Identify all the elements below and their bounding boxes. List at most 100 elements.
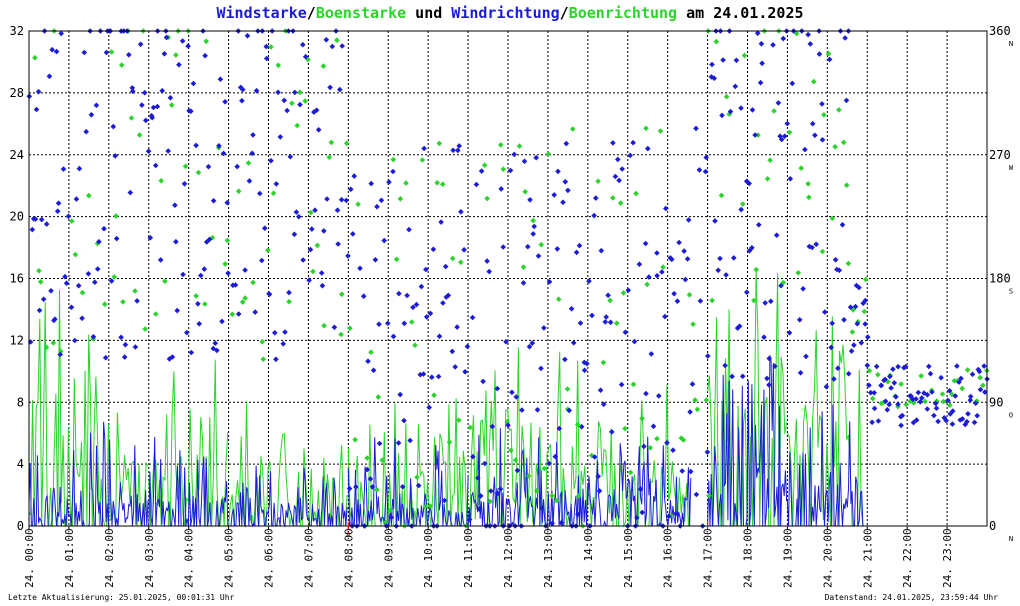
direction-point-windrichtung	[943, 417, 949, 424]
direction-point-boenrichtung	[922, 398, 928, 405]
direction-point-windrichtung	[55, 200, 62, 206]
direction-point-boenrichtung	[786, 129, 793, 136]
direction-point-windrichtung	[407, 437, 413, 444]
direction-point-windrichtung	[72, 337, 78, 344]
direction-point-windrichtung	[143, 117, 149, 124]
y-left-tick-label: 28	[10, 86, 24, 100]
direction-point-windrichtung	[723, 272, 729, 278]
direction-point-boenrichtung	[647, 445, 654, 451]
direction-point-windrichtung	[780, 35, 787, 42]
direction-point-windrichtung	[974, 412, 980, 419]
direction-point-windrichtung	[397, 391, 403, 398]
direction-point-boenrichtung	[458, 259, 464, 266]
direction-point-windrichtung	[300, 41, 306, 48]
direction-point-windrichtung	[442, 263, 449, 270]
direction-point-windrichtung	[152, 162, 159, 169]
direction-point-boenrichtung	[173, 52, 179, 58]
direction-point-boenrichtung	[829, 215, 836, 222]
direction-point-windrichtung	[312, 207, 318, 213]
direction-point-windrichtung	[773, 232, 780, 238]
direction-point-boenrichtung	[898, 381, 904, 387]
direction-point-windrichtung	[406, 226, 412, 233]
direction-point-windrichtung	[307, 246, 314, 253]
direction-point-windrichtung	[202, 52, 208, 59]
direction-point-boenrichtung	[36, 268, 42, 274]
direction-point-windrichtung	[216, 143, 222, 149]
direction-point-windrichtung	[663, 205, 669, 212]
direction-point-windrichtung	[273, 356, 279, 363]
direction-point-boenrichtung	[79, 289, 86, 296]
y-left-tick-label: 0	[17, 519, 24, 533]
direction-point-windrichtung	[350, 231, 356, 237]
direction-point-boenrichtung	[703, 397, 710, 403]
direction-point-boenrichtung	[793, 30, 800, 37]
direction-point-boenrichtung	[364, 455, 370, 461]
direction-point-windrichtung	[58, 30, 64, 37]
direction-point-windrichtung	[121, 354, 128, 360]
direction-point-windrichtung	[915, 389, 922, 396]
x-tick-label: 24. 20:00	[821, 528, 834, 588]
direction-point-windrichtung	[334, 207, 341, 213]
direction-point-boenrichtung	[657, 128, 664, 134]
direction-point-windrichtung	[145, 148, 152, 155]
direction-point-boenrichtung	[397, 196, 404, 202]
direction-point-windrichtung	[161, 51, 168, 57]
direction-point-windrichtung	[395, 440, 402, 446]
direction-point-boenrichtung	[412, 342, 418, 348]
direction-point-boenrichtung	[275, 62, 282, 69]
direction-point-windrichtung	[862, 321, 868, 327]
direction-point-boenrichtung	[390, 156, 397, 163]
direction-point-boenrichtung	[512, 457, 519, 463]
direction-point-boenrichtung	[250, 279, 256, 286]
direction-point-boenrichtung	[516, 143, 523, 149]
direction-point-boenrichtung	[414, 474, 420, 480]
direction-point-boenrichtung	[347, 325, 353, 332]
direction-point-windrichtung	[591, 454, 598, 460]
direction-point-windrichtung	[616, 177, 622, 184]
direction-point-boenrichtung	[767, 157, 773, 163]
direction-point-windrichtung	[541, 325, 547, 331]
direction-point-windrichtung	[899, 412, 906, 419]
direction-point-windrichtung	[259, 257, 265, 264]
direction-point-windrichtung	[609, 429, 615, 435]
direction-point-windrichtung	[648, 351, 655, 357]
direction-point-windrichtung	[959, 416, 966, 422]
direction-point-windrichtung	[578, 423, 585, 430]
direction-point-windrichtung	[645, 145, 651, 152]
direction-point-windrichtung	[464, 343, 471, 350]
direction-point-windrichtung	[673, 510, 679, 517]
chart-title: Windstarke/Boenstarke und Windrichtung/B…	[0, 4, 1020, 22]
direction-point-windrichtung	[470, 453, 476, 460]
direction-point-windrichtung	[687, 409, 693, 415]
direction-point-boenrichtung	[368, 349, 374, 355]
direction-point-windrichtung	[455, 147, 461, 154]
direction-point-windrichtung	[110, 123, 117, 130]
direction-point-windrichtung	[319, 282, 326, 289]
direction-point-windrichtung	[52, 316, 58, 322]
direction-point-boenrichtung	[436, 140, 443, 147]
direction-point-windrichtung	[396, 290, 402, 297]
direction-point-windrichtung	[836, 267, 843, 274]
direction-point-windrichtung	[787, 176, 794, 182]
direction-point-windrichtung	[188, 108, 194, 114]
direction-point-boenrichtung	[903, 401, 909, 408]
title-boenstarke: Boenstarke	[315, 4, 407, 22]
direction-point-windrichtung	[76, 165, 83, 172]
direction-point-windrichtung	[869, 419, 875, 426]
direction-point-windrichtung	[484, 258, 490, 264]
direction-point-windrichtung	[500, 244, 506, 250]
direction-point-windrichtung	[40, 296, 47, 302]
x-tick-label: 24. 14:00	[582, 528, 595, 588]
direction-point-windrichtung	[286, 289, 292, 296]
direction-point-windrichtung	[739, 373, 746, 380]
direction-point-windrichtung	[335, 241, 341, 247]
direction-point-boenrichtung	[338, 331, 344, 338]
direction-point-windrichtung	[206, 236, 213, 243]
x-tick-label: 24. 09:00	[382, 528, 395, 588]
wind-direction-series	[26, 28, 990, 529]
direction-point-windrichtung	[287, 153, 294, 160]
direction-point-windrichtung	[94, 266, 101, 272]
direction-point-windrichtung	[108, 278, 115, 284]
direction-point-windrichtung	[949, 421, 956, 427]
